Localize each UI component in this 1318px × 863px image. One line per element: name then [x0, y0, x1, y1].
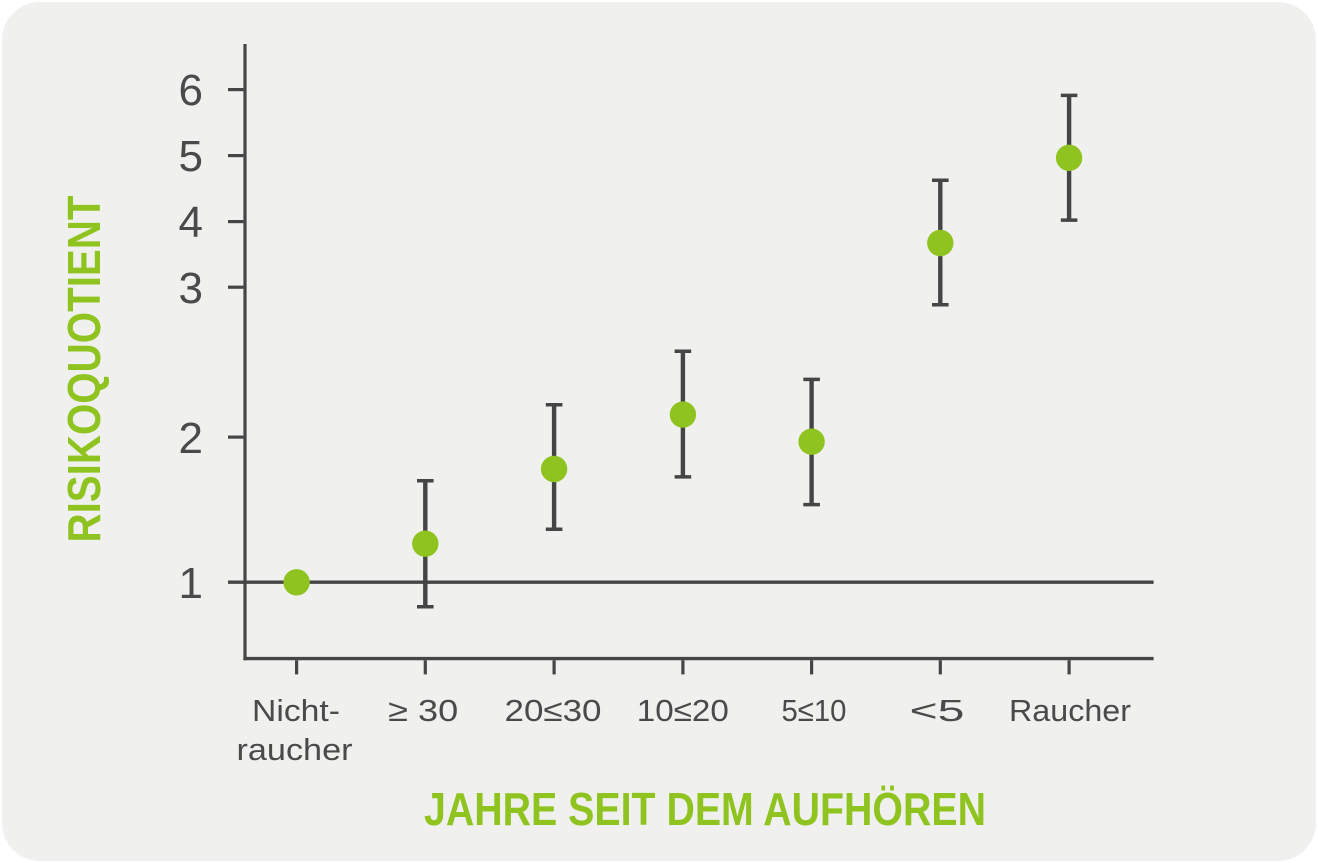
svg-text:Nicht-: Nicht-: [252, 693, 340, 728]
svg-text:RISIKOQUOTIENT: RISIKOQUOTIENT: [58, 196, 110, 543]
svg-text:JAHRE SEIT DEM AUFHÖREN: JAHRE SEIT DEM AUFHÖREN: [424, 783, 986, 835]
svg-text:Raucher: Raucher: [1009, 693, 1131, 728]
svg-text:<5: <5: [910, 693, 965, 728]
svg-text:4: 4: [179, 198, 203, 247]
svg-text:20≤30: 20≤30: [505, 693, 602, 728]
svg-text:6: 6: [179, 66, 203, 115]
svg-text:1: 1: [179, 559, 203, 608]
svg-text:3: 3: [179, 264, 203, 313]
svg-text:≥ 30: ≥ 30: [388, 693, 458, 728]
svg-text:5: 5: [179, 132, 203, 181]
svg-text:2: 2: [179, 414, 203, 463]
svg-text:10≤20: 10≤20: [637, 693, 729, 728]
svg-text:5≤10: 5≤10: [782, 693, 847, 728]
svg-text:raucher: raucher: [237, 732, 353, 767]
